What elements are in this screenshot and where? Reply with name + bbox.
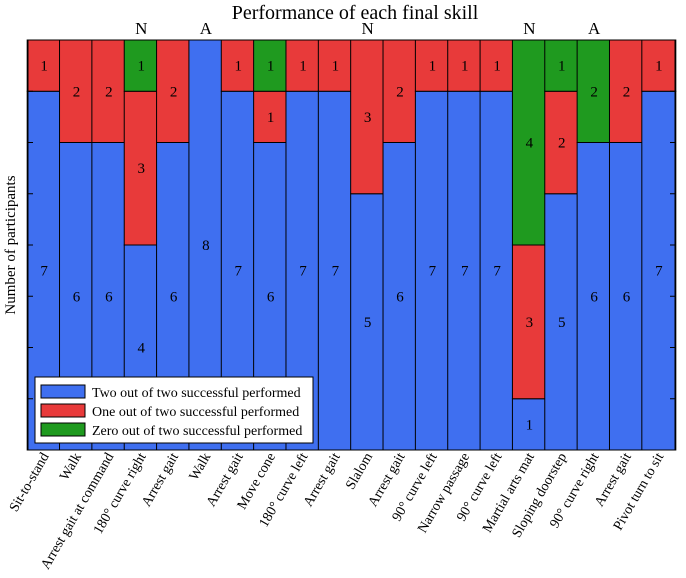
bar-value-label: 7 (655, 264, 663, 280)
bar-value-label: 6 (396, 289, 404, 305)
bar-segment (544, 90, 580, 195)
bar-value-label: 2 (558, 136, 566, 152)
bar-segment (123, 90, 159, 246)
legend: Two out of two successful performed One o… (34, 376, 314, 444)
x-tick-label: Sit-to-stand (7, 451, 53, 515)
legend-label: Two out of two successful performed (92, 386, 301, 401)
bar-value-label: 6 (590, 289, 598, 305)
bar-value-label: 7 (235, 264, 243, 280)
bar-value-label: 1 (267, 110, 275, 126)
bar-segment (447, 90, 483, 451)
bar-segment (285, 39, 321, 92)
bar-value-label: 2 (105, 84, 113, 100)
bar-value-label: 3 (364, 110, 372, 126)
bar-value-label: 1 (267, 59, 275, 75)
bar-value-label: 7 (40, 264, 48, 280)
bar-value-label: 7 (299, 264, 307, 280)
bar-value-label: 8 (202, 238, 210, 254)
bar-value-label: 4 (137, 341, 145, 357)
bar-value-label: 7 (461, 264, 469, 280)
legend-swatch (40, 384, 86, 399)
legend-label: Zero out of two successful performed (92, 424, 302, 439)
top-annotation: A (200, 19, 213, 38)
bar-value-label: 7 (332, 264, 340, 280)
bar-value-label: 1 (40, 59, 48, 75)
bar-value-label: 4 (526, 136, 534, 152)
bar-segment (91, 39, 127, 143)
x-tick-label: Walk (187, 451, 215, 484)
bar-value-label: 2 (73, 84, 81, 100)
bar-value-label: 7 (429, 264, 437, 280)
top-annotation: N (362, 19, 374, 38)
bar-value-label: 1 (493, 59, 501, 75)
bar-value-label: 6 (105, 289, 113, 305)
bar-value-label: 6 (623, 289, 631, 305)
bar-value-label: 2 (623, 84, 631, 100)
bar-value-label: 3 (526, 315, 534, 331)
bar-value-label: 7 (493, 264, 501, 280)
x-tick-label: Walk (57, 451, 85, 484)
bar-value-label: 5 (364, 315, 372, 331)
bar-value-label: 2 (170, 84, 178, 100)
top-annotation: N (135, 19, 147, 38)
bar-value-label: 6 (170, 289, 178, 305)
bar-segment (317, 39, 353, 92)
bar-segment (253, 39, 289, 92)
bar-value-label: 1 (332, 59, 340, 75)
bar-value-label: 2 (590, 84, 598, 100)
legend-label: One out of two successful performed (92, 405, 299, 420)
bar-segment (641, 90, 677, 451)
bar-segment (26, 39, 62, 92)
y-axis-label: Number of participants (3, 175, 19, 314)
bar-value-label: 1 (558, 59, 566, 75)
bar-segment (608, 142, 644, 451)
top-annotation: A (588, 19, 601, 38)
value-labels-layer: 7162624316287161171715362717171134521626… (40, 59, 663, 434)
x-tick-label: Slalom (343, 450, 376, 492)
bar-value-label: 6 (73, 289, 81, 305)
bar-segment (511, 39, 547, 246)
y-ticks-layer (28, 90, 675, 400)
bar-segment (447, 39, 483, 92)
bar-value-label: 1 (655, 59, 663, 75)
bar-segment (123, 39, 159, 92)
bar-value-label: 3 (137, 161, 145, 177)
chart-title: Performance of each final skill (232, 2, 479, 24)
bar-segment (608, 39, 644, 143)
bar-value-label: 1 (235, 59, 243, 75)
bar-value-label: 1 (461, 59, 469, 75)
bar-value-label: 6 (267, 289, 275, 305)
bar-value-label: 1 (299, 59, 307, 75)
bar-segment (253, 90, 289, 143)
legend-swatch (40, 403, 86, 418)
bar-segment (414, 39, 450, 92)
legend-swatch (40, 422, 86, 437)
bar-segment (382, 39, 418, 143)
bar-value-label: 5 (558, 315, 566, 331)
bar-value-label: 1 (137, 59, 145, 75)
bar-segment (317, 90, 353, 451)
bar-value-label: 2 (396, 84, 404, 100)
bar-value-label: 1 (526, 417, 534, 433)
bar-value-label: 1 (429, 59, 437, 75)
bar-segment (350, 39, 386, 195)
top-annotation: N (523, 19, 535, 38)
